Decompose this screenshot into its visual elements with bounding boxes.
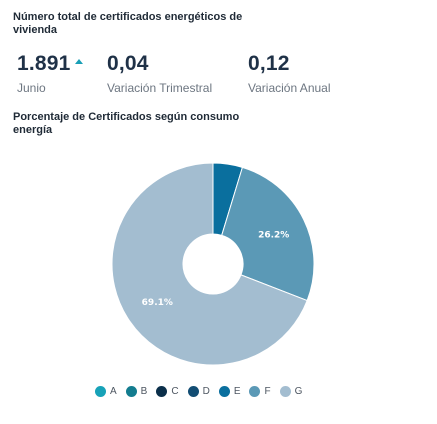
legend-item-c[interactable]: C: [156, 386, 179, 397]
legend-label: G: [294, 386, 303, 397]
legend-label: C: [171, 386, 179, 397]
pie-slice-g[interactable]: [111, 162, 308, 366]
legend-swatch: [249, 386, 261, 397]
legend-item-a[interactable]: A: [95, 386, 117, 397]
legend-label: E: [233, 386, 241, 397]
legend-label: D: [202, 386, 210, 397]
legend-swatch: [279, 386, 291, 397]
kpi-section-title: Número total de certificados energéticos…: [13, 11, 243, 36]
kpi-annual-variation: 0,12 Variación Anual: [248, 52, 331, 95]
kpi-quarterly-variation: 0,04 Variación Trimestral: [107, 52, 212, 95]
legend-swatch: [156, 386, 168, 397]
legend-item-e[interactable]: E: [218, 386, 241, 397]
legend-item-d[interactable]: D: [187, 386, 210, 397]
kpi-value-row: 1.891: [17, 52, 83, 76]
legend-item-f[interactable]: F: [249, 386, 271, 397]
kpi-value: 1.891: [17, 52, 71, 75]
legend-label: A: [110, 386, 117, 397]
data-label-g: 69.1%: [142, 298, 173, 308]
chart-title: Porcentaje de Certificados según consumo…: [13, 111, 240, 136]
legend-label: F: [264, 386, 271, 397]
kpi-monthly-total: 1.891 Junio: [17, 52, 83, 95]
pie-slice-f[interactable]: [221, 166, 315, 302]
trend-up-icon: [74, 59, 83, 64]
legend-swatch: [95, 386, 106, 397]
chart-legend: A B C D E F G: [95, 386, 302, 397]
legend-label: B: [140, 386, 148, 397]
legend-swatch: [125, 386, 137, 397]
legend-swatch: [187, 386, 199, 397]
legend-item-g[interactable]: G: [279, 386, 303, 397]
kpi-label: Junio: [17, 81, 46, 95]
kpi-value: 0,12: [248, 52, 290, 75]
legend-item-b[interactable]: B: [125, 386, 148, 397]
kpi-label: Variación Trimestral: [107, 81, 213, 95]
legend-swatch: [218, 386, 230, 397]
kpi-label: Variación Anual: [248, 81, 331, 95]
data-label-f: 26.2%: [258, 230, 289, 240]
kpi-value: 0,04: [107, 52, 149, 75]
